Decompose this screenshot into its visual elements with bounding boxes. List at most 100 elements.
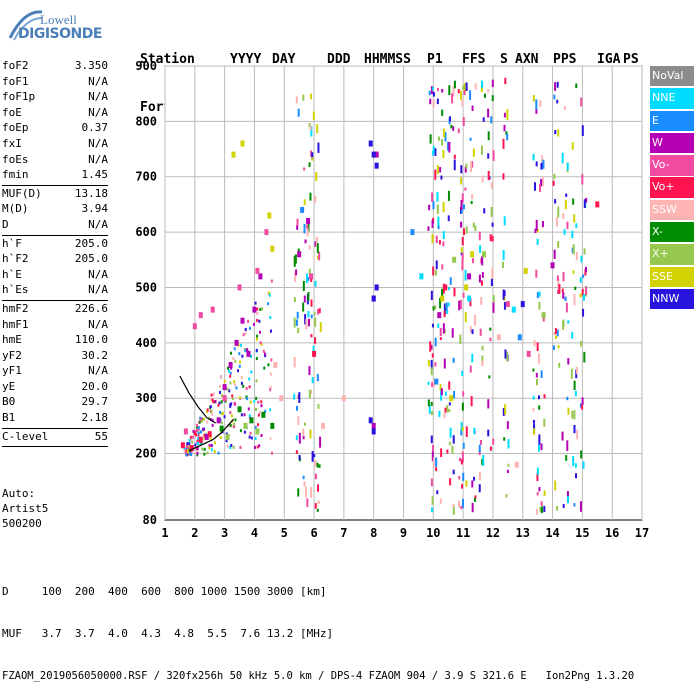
y-tick-label: 800 xyxy=(135,114,157,128)
echo-streak xyxy=(489,446,492,451)
h1-4: HHMMSS xyxy=(364,52,411,67)
echo-dot xyxy=(219,410,222,414)
echo-streak xyxy=(304,422,307,426)
echo-dot xyxy=(239,343,242,347)
param-row: foF2 3.350 xyxy=(2,58,108,74)
echo-streak xyxy=(483,208,486,214)
series-point xyxy=(237,284,242,291)
echo-streak xyxy=(561,152,564,164)
echo-streak xyxy=(443,128,446,138)
echo-streak xyxy=(460,247,463,253)
echo-dot xyxy=(189,439,192,443)
echo-streak xyxy=(439,383,442,391)
echo-dot xyxy=(223,415,226,419)
echo-streak xyxy=(308,366,311,376)
echo-streak xyxy=(319,436,322,448)
echo-dot xyxy=(203,447,206,451)
echo-dot xyxy=(240,381,243,385)
echo-streak xyxy=(490,116,493,124)
echo-streak xyxy=(536,467,539,476)
param-value: 2.18 xyxy=(81,411,109,425)
echo-dot xyxy=(192,429,195,433)
echo-streak xyxy=(308,162,311,167)
echo-dot xyxy=(202,417,205,421)
echo-streak xyxy=(443,358,446,369)
echo-dot xyxy=(234,359,237,363)
param-value: N/A xyxy=(88,105,108,119)
echo-dot xyxy=(259,341,262,345)
echo-dot xyxy=(229,411,232,415)
echo-dot xyxy=(190,449,193,453)
echo-streak xyxy=(452,469,455,475)
param-key: hmE xyxy=(2,333,22,347)
digisonde-logo: Lowell DIGISONDE xyxy=(6,8,126,44)
series-point xyxy=(309,273,314,280)
echo-dot xyxy=(210,393,213,397)
echo-dot xyxy=(196,440,199,444)
echo-streak xyxy=(574,463,577,468)
echo-streak xyxy=(434,337,437,347)
echo-dot xyxy=(200,417,203,421)
echo-dot xyxy=(208,416,211,420)
series-point xyxy=(249,417,254,424)
echo-streak xyxy=(487,170,490,181)
echo-dot xyxy=(250,436,253,440)
echo-streak xyxy=(504,404,507,415)
echo-dot xyxy=(263,366,266,370)
echo-dot xyxy=(217,403,220,407)
echo-dot xyxy=(196,451,199,455)
echo-streak xyxy=(451,445,454,453)
param-key: hmF2 xyxy=(2,301,29,315)
echo-streak xyxy=(465,426,468,438)
echo-streak xyxy=(557,206,560,218)
param-row: yE 20.0 xyxy=(2,379,108,395)
echo-dot xyxy=(210,444,213,448)
echo-dot xyxy=(262,349,265,353)
echo-streak xyxy=(303,199,306,206)
echo-streak xyxy=(479,245,482,253)
echo-streak xyxy=(303,167,306,171)
echo-streak xyxy=(539,506,542,512)
echo-streak xyxy=(581,125,584,137)
echo-streak xyxy=(580,450,583,459)
echo-streak xyxy=(583,351,586,363)
echo-streak xyxy=(432,378,435,388)
echo-streak xyxy=(582,293,585,301)
echo-dot xyxy=(196,446,199,450)
param-value: N/A xyxy=(88,152,108,166)
echo-dot xyxy=(196,448,199,452)
echo-dot xyxy=(252,323,255,327)
echo-streak xyxy=(304,313,307,325)
series-point xyxy=(541,312,546,319)
echo-dot xyxy=(208,446,211,450)
echo-streak xyxy=(439,498,442,504)
echo-streak xyxy=(553,94,556,100)
echo-streak xyxy=(505,131,508,136)
echo-streak xyxy=(442,202,445,213)
echo-streak xyxy=(294,272,297,282)
series-point xyxy=(595,201,600,208)
h1-7: S xyxy=(500,52,508,67)
echo-streak xyxy=(306,498,309,507)
echo-streak xyxy=(553,173,556,180)
series-point xyxy=(225,433,230,440)
echo-streak xyxy=(302,436,305,440)
echo-streak xyxy=(451,328,454,338)
h1-6: FFS xyxy=(462,52,486,67)
echo-streak xyxy=(478,231,481,241)
echo-streak xyxy=(566,221,569,230)
param-key: B1 xyxy=(2,411,16,425)
logo-line1: Lowell xyxy=(40,12,77,27)
echo-dot xyxy=(185,451,188,455)
echo-streak xyxy=(581,404,584,410)
echo-streak xyxy=(318,308,321,314)
echo-streak xyxy=(554,82,557,91)
echo-streak xyxy=(489,337,492,342)
echo-streak xyxy=(314,503,317,509)
series-point xyxy=(419,273,424,280)
echo-streak xyxy=(533,428,536,435)
echo-dot xyxy=(203,452,206,456)
echo-dot xyxy=(199,442,202,446)
param-key: C-level xyxy=(2,429,49,443)
echo-streak xyxy=(430,411,433,415)
